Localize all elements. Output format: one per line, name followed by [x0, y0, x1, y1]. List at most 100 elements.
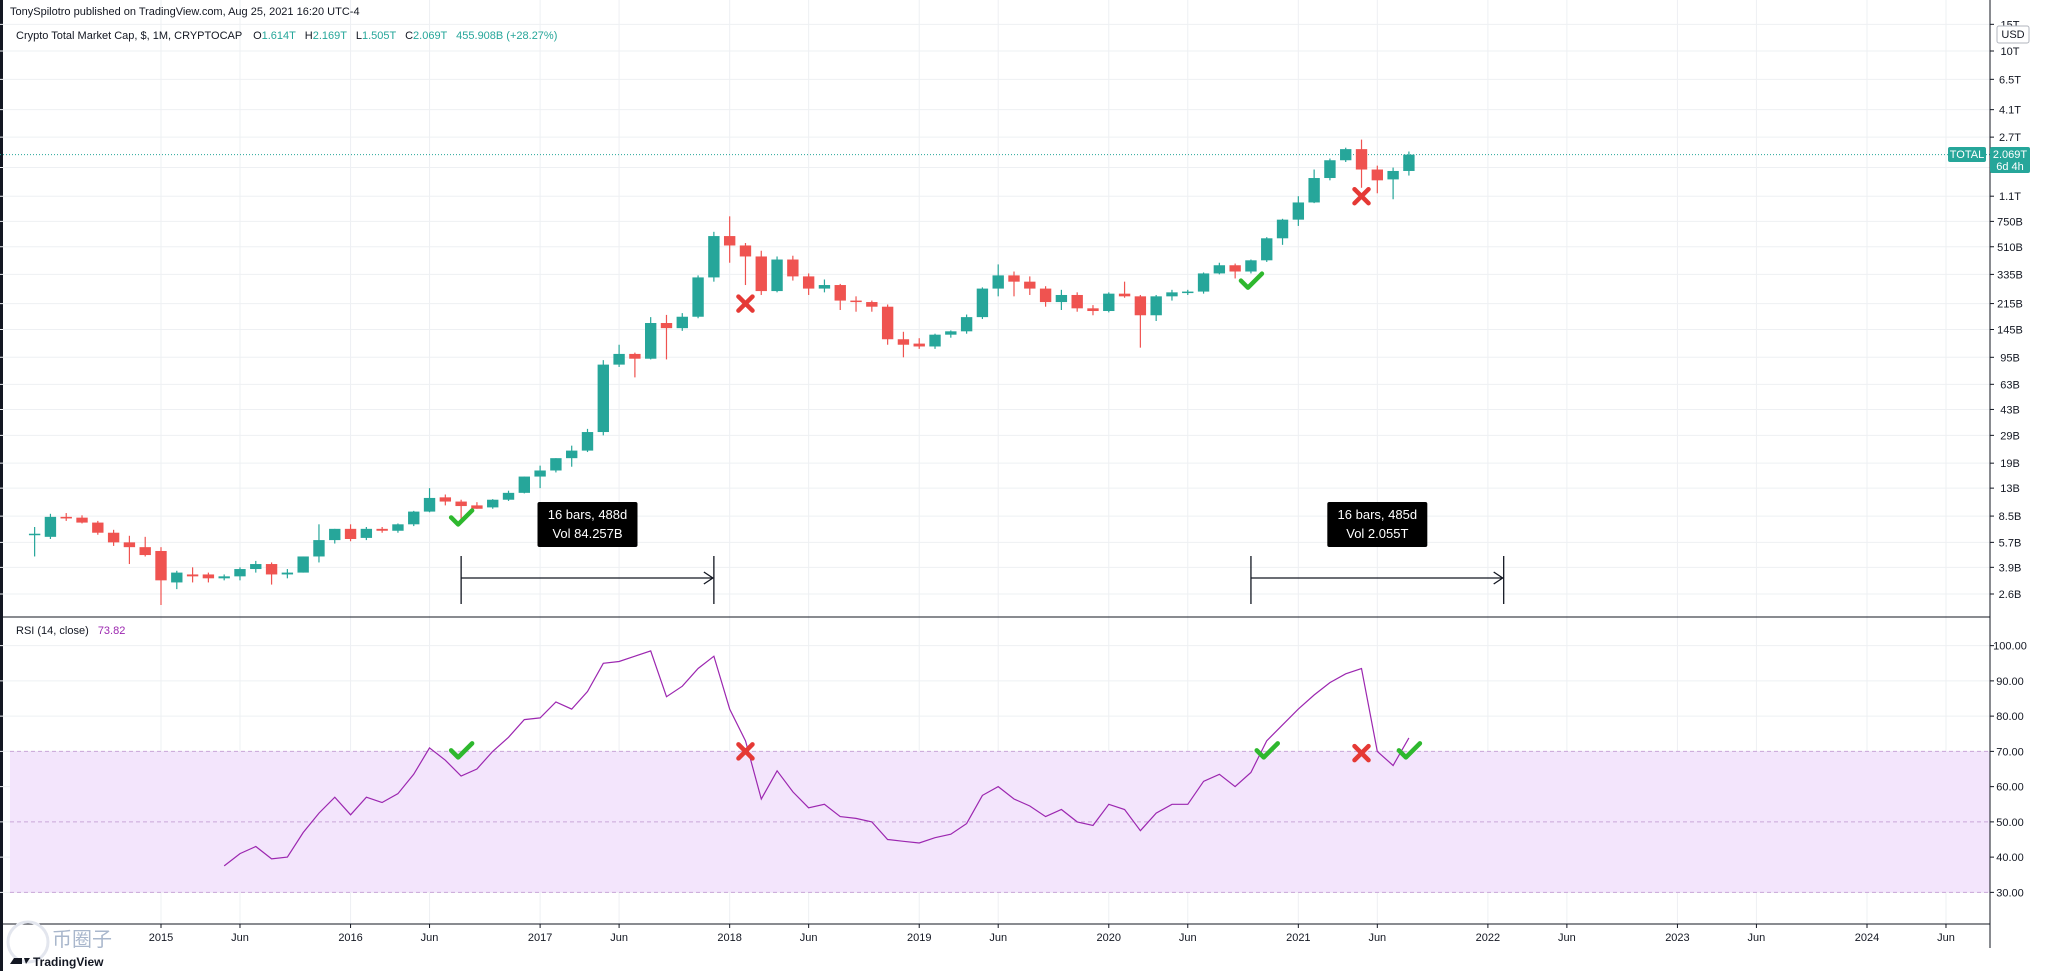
candle-body — [708, 236, 720, 278]
candle-body — [92, 522, 104, 533]
rsi-tick-label: 50.00 — [1996, 817, 2024, 829]
candle-body — [1245, 260, 1257, 272]
candle-body — [1340, 149, 1352, 161]
candle — [313, 524, 325, 563]
tradingview-logo: TradingView 币圈子 — [6, 920, 112, 969]
candle — [660, 314, 673, 360]
candle — [818, 279, 831, 293]
candle-body — [692, 277, 704, 317]
ohlc-o-label: O — [253, 30, 262, 42]
price-tick-label: 510B — [1997, 242, 2023, 254]
candles — [28, 139, 1415, 605]
candle-body — [660, 323, 673, 329]
price-tick-label: 3.9B — [1999, 562, 2022, 574]
candle — [534, 465, 546, 489]
candle-body — [1150, 296, 1162, 316]
candle — [1371, 165, 1384, 194]
cross-icon — [1352, 186, 1371, 206]
time-tick-label: 2024 — [1855, 932, 1879, 944]
cross-stroke — [736, 294, 755, 313]
candle — [1166, 289, 1178, 301]
candle — [913, 338, 925, 349]
rsi-tick-label: 30.00 — [1996, 887, 2024, 899]
candle — [1008, 271, 1020, 297]
price-tick-label: 43B — [2000, 404, 2020, 416]
candle-body — [265, 564, 278, 575]
rsi-header: RSI (14, close) 73.82 — [16, 625, 125, 637]
candle-body — [439, 497, 452, 502]
time-tick-label: 2023 — [1665, 932, 1689, 944]
candle-body — [76, 517, 88, 523]
candle-body — [787, 259, 799, 277]
candle-body — [897, 339, 910, 345]
candle — [1150, 294, 1162, 321]
price-tick-label: 2.7T — [1999, 132, 2021, 144]
bar-countdown: 6d 4h — [1996, 161, 2024, 173]
measure-tool[interactable]: 16 bars, 488d Vol 84.257B — [460, 502, 715, 604]
candle-body — [313, 540, 325, 557]
candle-body — [1039, 288, 1052, 303]
candle — [1039, 286, 1052, 307]
price-tick-label: 95B — [2000, 352, 2020, 364]
time-tick-label: Jun — [1937, 932, 1955, 944]
rsi-tick-label: 100.00 — [1993, 641, 2027, 653]
candle-body — [850, 300, 862, 303]
ohlc-change: 455.908B (+28.27%) — [456, 30, 557, 42]
measure-arrow-head — [703, 571, 715, 585]
candle — [139, 536, 151, 557]
check-icon — [1396, 741, 1423, 760]
cross-icon — [736, 742, 755, 761]
candle — [423, 488, 436, 513]
candle — [408, 510, 420, 527]
price-tick-label: 215B — [1997, 299, 2023, 311]
candle-body — [1276, 219, 1289, 239]
check-icon — [448, 508, 475, 527]
time-tick-label: 2015 — [149, 932, 173, 944]
rsi-axis-ticks: 100.00 90.00 80.00 70.00 60.00 50.00 40.00 30.0… — [1990, 641, 2027, 899]
candle — [613, 344, 625, 367]
candle-body — [107, 532, 120, 543]
candle — [518, 476, 531, 494]
time-tick-label: Jun — [610, 932, 628, 944]
candle-body — [976, 288, 989, 318]
candle-body — [329, 528, 341, 541]
candle — [1387, 167, 1399, 200]
candle-body — [739, 245, 752, 257]
tradingview-icon — [10, 958, 30, 964]
candle-body — [913, 343, 925, 347]
candle — [850, 296, 862, 312]
candle — [1213, 262, 1226, 275]
candle — [1055, 289, 1068, 310]
candle — [28, 526, 41, 557]
time-tick-label: Jun — [1558, 932, 1576, 944]
candle-body — [1008, 275, 1020, 282]
watermark-ring — [6, 920, 50, 964]
candle-body — [360, 528, 373, 538]
currency-box[interactable] — [1996, 25, 2030, 44]
measure-tool[interactable]: 16 bars, 485d Vol 2.055T — [1250, 502, 1505, 604]
candle-body — [566, 450, 578, 459]
candle — [897, 331, 910, 358]
last-price-value: 2.069T — [1993, 149, 2028, 161]
candle-body — [1197, 273, 1210, 292]
price-tick-label: 10T — [2001, 46, 2020, 58]
candle-body — [297, 556, 309, 573]
measure-arrow-head — [1493, 571, 1504, 585]
measure-vol-text: Vol 84.257B — [552, 526, 622, 541]
candle — [866, 300, 878, 312]
time-axis-ticks: 2015 Jun 2016 Jun 2017 Jun 2018 Jun 2019 Jun 2020 J… — [149, 924, 1955, 944]
candle — [1024, 276, 1036, 295]
measure-tools: 16 bars, 488d Vol 84.257B 16 bars, 485d Vol… — [460, 502, 1505, 604]
price-tick-label: 63B — [2000, 379, 2020, 391]
check-icon — [1254, 741, 1280, 760]
candle — [755, 250, 767, 295]
time-tick-label: 2019 — [907, 932, 931, 944]
time-tick-label: Jun — [421, 932, 439, 944]
candle — [281, 569, 294, 579]
candle-body — [376, 528, 388, 531]
candle-body — [344, 528, 357, 539]
tradingview-brand: TradingView — [33, 955, 104, 969]
candle — [929, 333, 941, 349]
price-tick-label: 750B — [1997, 216, 2023, 228]
